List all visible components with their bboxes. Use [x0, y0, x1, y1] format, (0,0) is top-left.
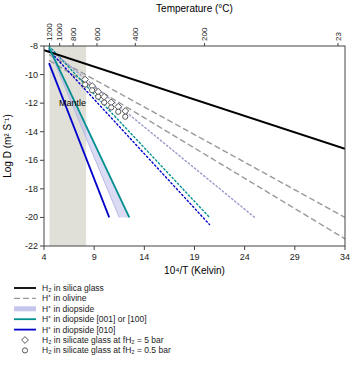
scatter-point — [101, 93, 108, 100]
y-tick-label: -14 — [25, 127, 38, 137]
legend-item: H₂ in silica glass — [14, 283, 104, 293]
scatter-point — [123, 114, 128, 119]
y-tick-label: -10 — [25, 70, 38, 80]
legend-label: H⁺ in diopside — [42, 304, 94, 314]
x2-tick-label: 600 — [93, 27, 102, 41]
scatter-point — [90, 88, 95, 93]
legend-item: H⁺ in olivine — [14, 293, 87, 303]
scatter-point — [116, 109, 121, 114]
legend-swatch — [22, 337, 29, 344]
scatter-point — [109, 105, 114, 110]
x-tick — [144, 246, 145, 250]
y-tick — [40, 74, 44, 75]
legend-item: H⁺ in diopside — [14, 304, 94, 314]
series-line — [49, 55, 345, 218]
legend-swatch — [14, 329, 36, 331]
x-tick — [244, 246, 245, 250]
x-tick — [94, 246, 95, 250]
x-tick-label: 19 — [189, 252, 199, 262]
y-tick — [40, 217, 44, 218]
x2-tick — [204, 43, 205, 46]
legend-label: H⁺ in diopside [001] or [100] — [42, 314, 147, 324]
legend-label: H₂ in silicate glass at fH₂ = 0.5 bar — [42, 345, 171, 355]
x-tick — [294, 246, 295, 250]
legend-label: H⁺ in olivine — [42, 293, 87, 303]
scatter-point — [102, 100, 107, 105]
x2-tick-label: 800 — [69, 27, 78, 41]
y-tick-label: -12 — [25, 98, 38, 108]
y-tick-label: -20 — [25, 212, 38, 222]
legend-swatch — [22, 348, 27, 353]
x2-tick — [135, 43, 136, 46]
x-tick-label: 9 — [92, 252, 97, 262]
series-line — [49, 50, 210, 224]
x-axis-label: 10⁴/T (Kelvin) — [164, 265, 225, 276]
x-tick — [44, 246, 45, 250]
y-tick — [40, 46, 44, 47]
legend-swatch — [14, 287, 36, 289]
scatter-point — [122, 108, 129, 115]
y-tick-label: -8 — [30, 41, 38, 51]
x-tick-label: 34 — [340, 252, 350, 262]
legend-swatch — [14, 318, 36, 320]
plot-frame — [44, 46, 345, 246]
plot-area — [44, 46, 345, 246]
y-tick — [40, 160, 44, 161]
legend-item: H⁺ in diopside [010] — [14, 325, 115, 335]
x2-tick — [49, 43, 50, 46]
legend: H₂ in silica glassH⁺ in olivineH⁺ in dio… — [14, 283, 171, 355]
scatter-point — [83, 82, 88, 87]
x2-tick — [59, 43, 60, 46]
legend-label: H₂ in silica glass — [42, 283, 104, 293]
legend-item: H⁺ in diopside [001] or [100] — [14, 314, 147, 324]
x2-tick-label: 400 — [131, 27, 140, 41]
chart: Mantle 4 9 14 19 24 29 34 -22 -20 -18 -16 -14 -12 -10 -… — [0, 0, 355, 367]
x-tick — [345, 246, 346, 250]
legend-swatch — [14, 306, 36, 311]
x-tick-label: 24 — [240, 252, 250, 262]
x-tick-label: 4 — [41, 252, 46, 262]
series-line — [49, 47, 129, 217]
x2-tick-label: 1000 — [55, 23, 64, 41]
legend-item: H₂ in silicate glass at fH₂ = 0.5 bar — [22, 345, 170, 355]
x2-axis-label: Temperature (°C) — [156, 3, 233, 14]
x2-tick-label: 1200 — [45, 23, 54, 41]
x2-tick — [73, 43, 74, 46]
x2-tick — [337, 43, 338, 46]
series-line — [49, 63, 109, 217]
y-axis-label: Log D (m² S⁻¹) — [2, 114, 13, 178]
y-tick-label: -16 — [25, 155, 38, 165]
x-tick-label: 29 — [290, 252, 300, 262]
legend-swatch — [14, 298, 36, 299]
scatter-point — [96, 94, 101, 99]
y-tick — [40, 103, 44, 104]
series-line — [49, 46, 210, 217]
y-tick — [40, 131, 44, 132]
series-line — [49, 49, 255, 218]
x-tick — [194, 246, 195, 250]
y-tick — [40, 188, 44, 189]
legend-label: H⁺ in diopside [010] — [42, 325, 115, 335]
x2-tick-label: 23 — [334, 32, 343, 41]
y-tick-label: -18 — [25, 184, 38, 194]
annotation: Mantle — [59, 98, 86, 108]
x-tick-label: 14 — [139, 252, 149, 262]
x2-tick — [96, 43, 97, 46]
legend-label: H₂ in silicate glass at fH₂ = 5 bar — [42, 335, 164, 345]
y-tick-label: -22 — [25, 241, 38, 251]
series-line — [49, 60, 345, 239]
legend-item: H₂ in silicate glass at fH₂ = 5 bar — [22, 335, 164, 345]
x2-tick-label: 200 — [200, 27, 209, 41]
y-tick — [40, 246, 44, 247]
